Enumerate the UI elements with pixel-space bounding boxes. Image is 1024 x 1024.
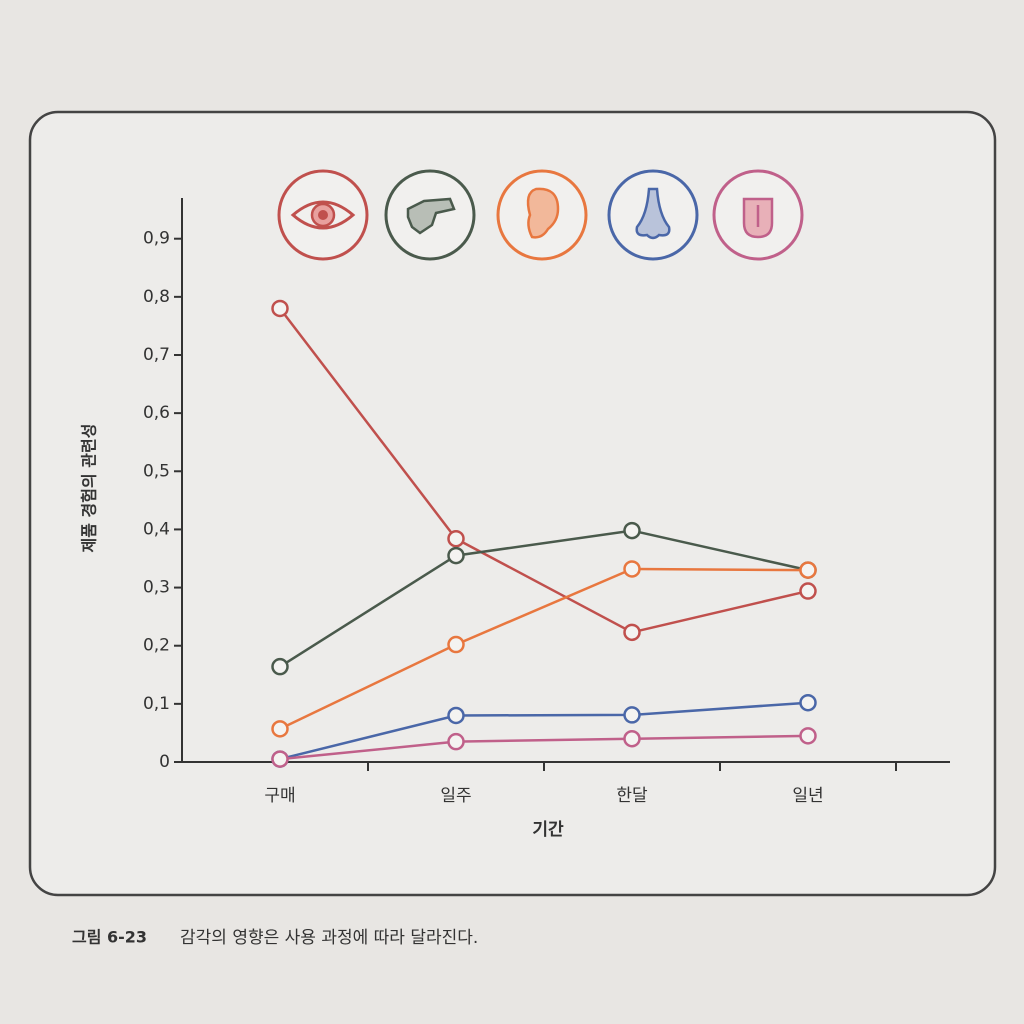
data-point <box>447 546 465 565</box>
data-point <box>623 623 641 642</box>
hand-shape <box>406 197 456 235</box>
tongue-shape <box>742 197 774 239</box>
data-point <box>623 729 641 748</box>
y-tick-label: 0,8 <box>143 287 170 307</box>
y-tick-label: 0,7 <box>143 345 170 365</box>
series-line <box>279 529 809 668</box>
data-point <box>799 693 817 712</box>
sense-icon <box>406 197 456 235</box>
sense-icon <box>635 187 671 240</box>
data-point <box>271 299 289 318</box>
ear-shape <box>526 187 560 239</box>
data-point <box>447 529 465 548</box>
data-point <box>623 521 641 540</box>
eye-pupil <box>318 210 328 220</box>
data-point <box>447 635 465 654</box>
data-point <box>271 750 289 768</box>
x-tick-label: 일주 <box>440 786 471 806</box>
data-point <box>447 706 465 725</box>
y-tick-label: 0,2 <box>143 636 170 656</box>
data-point <box>799 727 817 745</box>
x-axis-label: 기간 <box>532 820 564 840</box>
y-axis-label: 제품 경험의 관련성 <box>80 424 99 553</box>
series-line <box>279 701 809 761</box>
y-tick-label: 0,5 <box>143 461 170 481</box>
eye-shape <box>290 200 356 230</box>
y-tick-label: 0,6 <box>143 403 170 423</box>
data-point <box>799 582 817 600</box>
caption-number: 그림 6-23 <box>72 928 147 947</box>
caption-text: 감각의 영향은 사용 과정에 따라 달라진다. <box>180 928 478 948</box>
x-tick-label: 한달 <box>616 786 648 806</box>
y-tick-label: 0,4 <box>143 519 170 539</box>
y-tick-label: 0,3 <box>143 578 170 598</box>
x-tick-label: 구매 <box>264 786 295 806</box>
data-point <box>447 732 465 751</box>
series-line <box>279 567 809 730</box>
data-point <box>271 657 289 676</box>
y-tick-label: 0,9 <box>143 229 170 249</box>
nose-shape <box>635 187 671 240</box>
sense-icon <box>290 200 356 230</box>
series-line <box>279 734 809 761</box>
sense-icon <box>742 197 774 239</box>
data-point <box>271 720 289 738</box>
sense-icon <box>526 187 560 239</box>
data-point <box>799 561 817 579</box>
frame <box>28 110 997 897</box>
x-tick-label: 일년 <box>792 786 823 806</box>
data-point <box>623 560 641 578</box>
y-tick-label: 0,1 <box>143 694 170 714</box>
series-line <box>279 307 809 634</box>
data-point <box>623 706 641 724</box>
y-tick-label: 0 <box>159 752 170 772</box>
